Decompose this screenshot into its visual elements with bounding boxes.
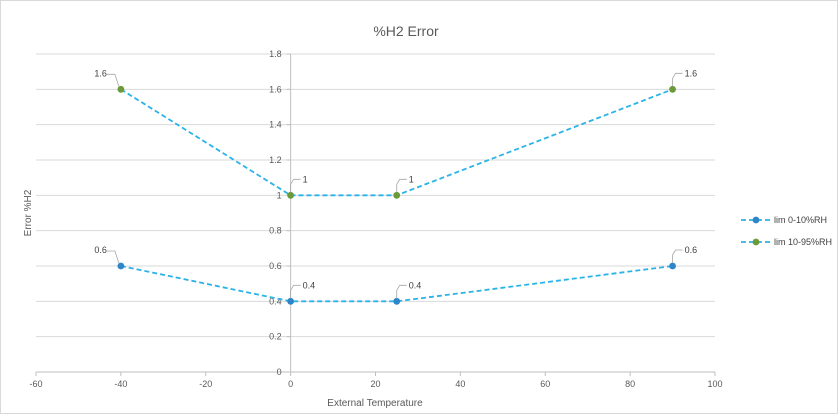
data-point: [117, 85, 125, 93]
data-label: 0.4: [409, 280, 422, 290]
data-point: [669, 85, 676, 93]
y-tick-label: 0.8: [269, 226, 282, 236]
y-tick-label: 1.8: [269, 49, 282, 59]
y-tick-label: 1.6: [269, 84, 282, 94]
legend-marker: [752, 238, 760, 246]
series-line: [120, 265, 673, 303]
x-tick-label: 0: [288, 379, 293, 389]
data-label: 0.6: [94, 245, 107, 255]
data-label-leader: [396, 178, 407, 193]
legend-label: lim 0-10%RH: [774, 215, 827, 225]
data-point: [117, 262, 125, 270]
data-label: 1.6: [94, 68, 107, 78]
y-axis-ticks: 0 0.2 0.4 0.6 0.8 1 1.2 1.4 1.6 1.8: [269, 49, 291, 377]
x-tick-label: 100: [707, 379, 722, 389]
data-label: 1: [303, 174, 308, 184]
data-label-leader: [106, 73, 120, 87]
y-tick-label: 0.6: [269, 261, 282, 271]
x-tick-label: -20: [199, 379, 212, 389]
data-label: 0.6: [685, 245, 698, 255]
y-tick-label: 0.4: [269, 296, 282, 306]
chart-title: %H2 Error: [373, 23, 439, 39]
x-tick-label: 80: [625, 379, 635, 389]
data-label-leader: [106, 250, 120, 264]
x-axis-ticks: -60 -40 -20 0 20 40 60 80 100: [29, 372, 723, 389]
x-axis-title: External Temperature: [327, 398, 423, 409]
y-tick-label: 1.2: [269, 155, 282, 165]
legend: lim 0-10%RH lim 10-95%RH: [741, 215, 832, 247]
data-label-leader: [672, 72, 683, 87]
data-point: [393, 297, 401, 305]
legend-label: lim 10-95%RH: [774, 237, 832, 247]
x-tick-label: 20: [370, 379, 380, 389]
gridlines: [36, 53, 715, 373]
data-label: 1.6: [685, 68, 698, 78]
data-label: 1: [409, 174, 414, 184]
data-label-leader: [290, 284, 301, 299]
x-tick-label: 60: [540, 379, 550, 389]
data-label: 0.4: [303, 280, 316, 290]
x-tick-label: -60: [29, 379, 42, 389]
data-point: [669, 262, 676, 270]
data-point: [287, 297, 295, 305]
x-tick-label: 40: [455, 379, 465, 389]
y-tick-label: 0: [277, 367, 282, 377]
y-tick-label: 0.2: [269, 332, 282, 342]
data-point: [287, 191, 295, 199]
data-label-leader: [290, 178, 301, 193]
y-axis-title: Error %H2: [23, 189, 34, 236]
legend-marker: [752, 216, 760, 224]
series-layer: 0.6 0.4 0.4 0.6 1.6 1 1 1.6: [94, 68, 698, 305]
data-point: [393, 191, 401, 199]
y-tick-label: 1.4: [269, 120, 282, 130]
data-label-leader: [672, 249, 683, 263]
data-label-leader: [396, 284, 407, 299]
x-tick-label: -40: [114, 379, 127, 389]
y-tick-label: 1: [277, 190, 282, 200]
series-line: [120, 88, 673, 197]
